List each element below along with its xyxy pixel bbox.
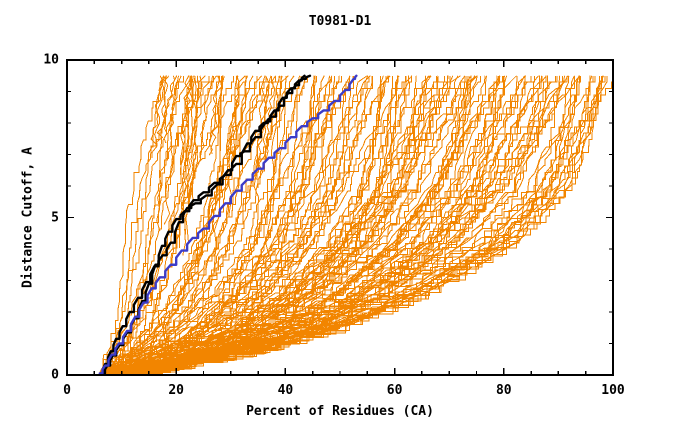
model-curve <box>208 75 220 156</box>
model-curve <box>213 75 225 273</box>
model-curve <box>125 75 389 370</box>
plot-frame <box>66 59 614 376</box>
model-curve <box>165 75 178 158</box>
model-curve <box>128 75 500 371</box>
curves-layer <box>98 74 614 375</box>
model-curve <box>110 75 560 374</box>
model-curve <box>112 75 568 374</box>
model-curve <box>147 75 564 369</box>
model-curve <box>122 75 504 373</box>
x-tick-label: 60 <box>386 383 403 398</box>
model-curve <box>253 75 266 231</box>
y-tick-label: 10 <box>43 52 59 68</box>
model-curve <box>124 75 407 370</box>
model-curve <box>163 75 180 225</box>
model-curve <box>101 75 223 374</box>
model-curve <box>117 75 536 373</box>
model-curve <box>124 75 370 369</box>
model-curve <box>128 75 431 369</box>
highlight-curve-highlight-model-blue <box>98 74 358 375</box>
model-curve <box>112 75 355 371</box>
x-tick-label: 0 <box>63 383 71 398</box>
model-curve <box>105 75 387 375</box>
highlight-curve-highlight-model-black-2 <box>101 74 312 375</box>
model-curve <box>125 75 543 372</box>
model-curve <box>116 75 481 373</box>
model-curve <box>119 75 342 370</box>
model-curve <box>105 75 248 371</box>
model-curve <box>107 75 581 375</box>
model-curve <box>103 75 280 374</box>
model-curve <box>107 75 391 375</box>
model-curve <box>99 75 168 373</box>
model-curve <box>114 75 333 371</box>
y-tick-label: 5 <box>51 210 59 225</box>
model-curve <box>101 75 184 370</box>
model-curve <box>228 75 240 217</box>
model-curve <box>111 75 478 374</box>
x-tick-label: 80 <box>495 383 512 398</box>
model-curve <box>117 75 569 374</box>
model-curve <box>111 75 547 374</box>
x-tick-label: 20 <box>168 383 185 398</box>
model-curve <box>103 75 354 374</box>
model-curve <box>109 75 302 371</box>
model-curve <box>199 75 214 159</box>
model-curve <box>113 75 262 370</box>
highlight-curve-highlight-model-black-1 <box>99 74 306 375</box>
model-curve <box>146 75 605 370</box>
model-curve <box>140 75 476 369</box>
model-curve <box>150 75 164 145</box>
model-curve <box>102 75 210 370</box>
model-curve <box>100 75 193 374</box>
model-curve <box>102 75 182 374</box>
model-curve <box>131 75 412 369</box>
model-curve <box>108 75 501 375</box>
model-curve <box>139 75 604 371</box>
model-curve <box>210 75 223 155</box>
model-curve <box>109 75 224 368</box>
model-curve <box>126 75 368 369</box>
y-tick-label: 0 <box>51 367 59 383</box>
x-tick-label: 40 <box>277 383 294 398</box>
model-curve <box>130 75 459 370</box>
model-curve <box>130 75 468 370</box>
model-curve <box>128 75 527 371</box>
model-curve <box>129 75 558 371</box>
model-curve <box>101 75 306 374</box>
page-title: T0981-D1 <box>308 14 372 29</box>
x-tick-label: 100 <box>601 383 625 398</box>
model-curve <box>121 75 478 372</box>
model-curve <box>185 75 198 243</box>
model-curve <box>106 75 498 375</box>
model-curve <box>225 75 239 173</box>
model-curve <box>100 75 267 375</box>
model-curve <box>151 75 165 159</box>
model-curve <box>150 75 614 369</box>
model-curve <box>156 75 170 143</box>
model-curve <box>106 75 354 375</box>
x-axis-title: Percent of Residues (CA) <box>246 404 434 419</box>
model-curve <box>180 75 191 180</box>
model-curve <box>136 75 449 369</box>
model-curve <box>120 75 439 372</box>
model-curve <box>181 75 194 256</box>
model-curve <box>111 75 371 373</box>
model-curve <box>104 75 331 374</box>
model-curve <box>102 75 254 375</box>
